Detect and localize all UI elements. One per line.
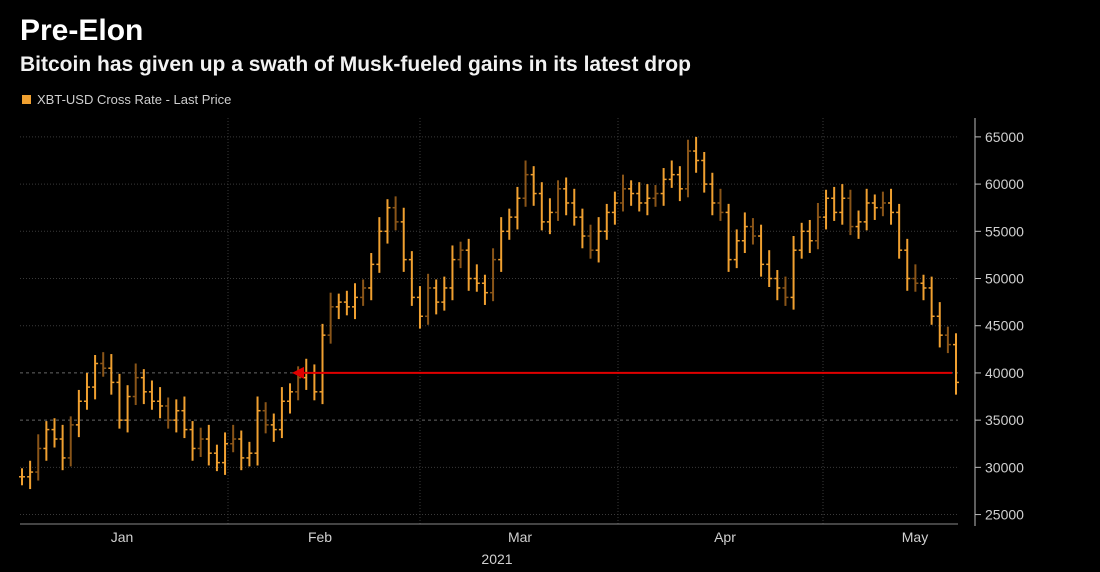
y-tick-label: 45000 xyxy=(985,318,1024,334)
y-tick-label: 60000 xyxy=(985,176,1024,192)
y-tick-label: 55000 xyxy=(985,223,1024,239)
legend-swatch xyxy=(22,95,31,104)
y-tick-label: 40000 xyxy=(985,365,1024,381)
chart-subtitle: Bitcoin has given up a swath of Musk-fue… xyxy=(20,53,691,76)
chart-title: Pre-Elon xyxy=(20,14,144,47)
legend: XBT-USD Cross Rate - Last Price xyxy=(22,92,231,107)
x-tick-label: Feb xyxy=(308,529,332,545)
arrow-head xyxy=(292,366,304,379)
annotation-layer xyxy=(292,366,952,379)
y-tick-label: 50000 xyxy=(985,271,1024,287)
y-tick-label: 65000 xyxy=(985,129,1024,145)
x-tick-label: Mar xyxy=(508,529,532,545)
x-tick-label: May xyxy=(902,529,928,545)
y-tick-label: 25000 xyxy=(985,507,1024,523)
legend-label: XBT-USD Cross Rate - Last Price xyxy=(37,92,232,107)
price-bars xyxy=(19,136,959,490)
x-tick-label: Jan xyxy=(111,529,134,545)
x-year-label: 2021 xyxy=(481,551,512,567)
x-tick-label: Apr xyxy=(714,529,736,545)
y-tick-label: 35000 xyxy=(985,412,1024,428)
y-tick-label: 30000 xyxy=(985,459,1024,475)
axis-layer: 25000 30000 35000 40000 45000 50000 55000 60000… xyxy=(20,118,1024,567)
grid-layer xyxy=(20,118,958,524)
